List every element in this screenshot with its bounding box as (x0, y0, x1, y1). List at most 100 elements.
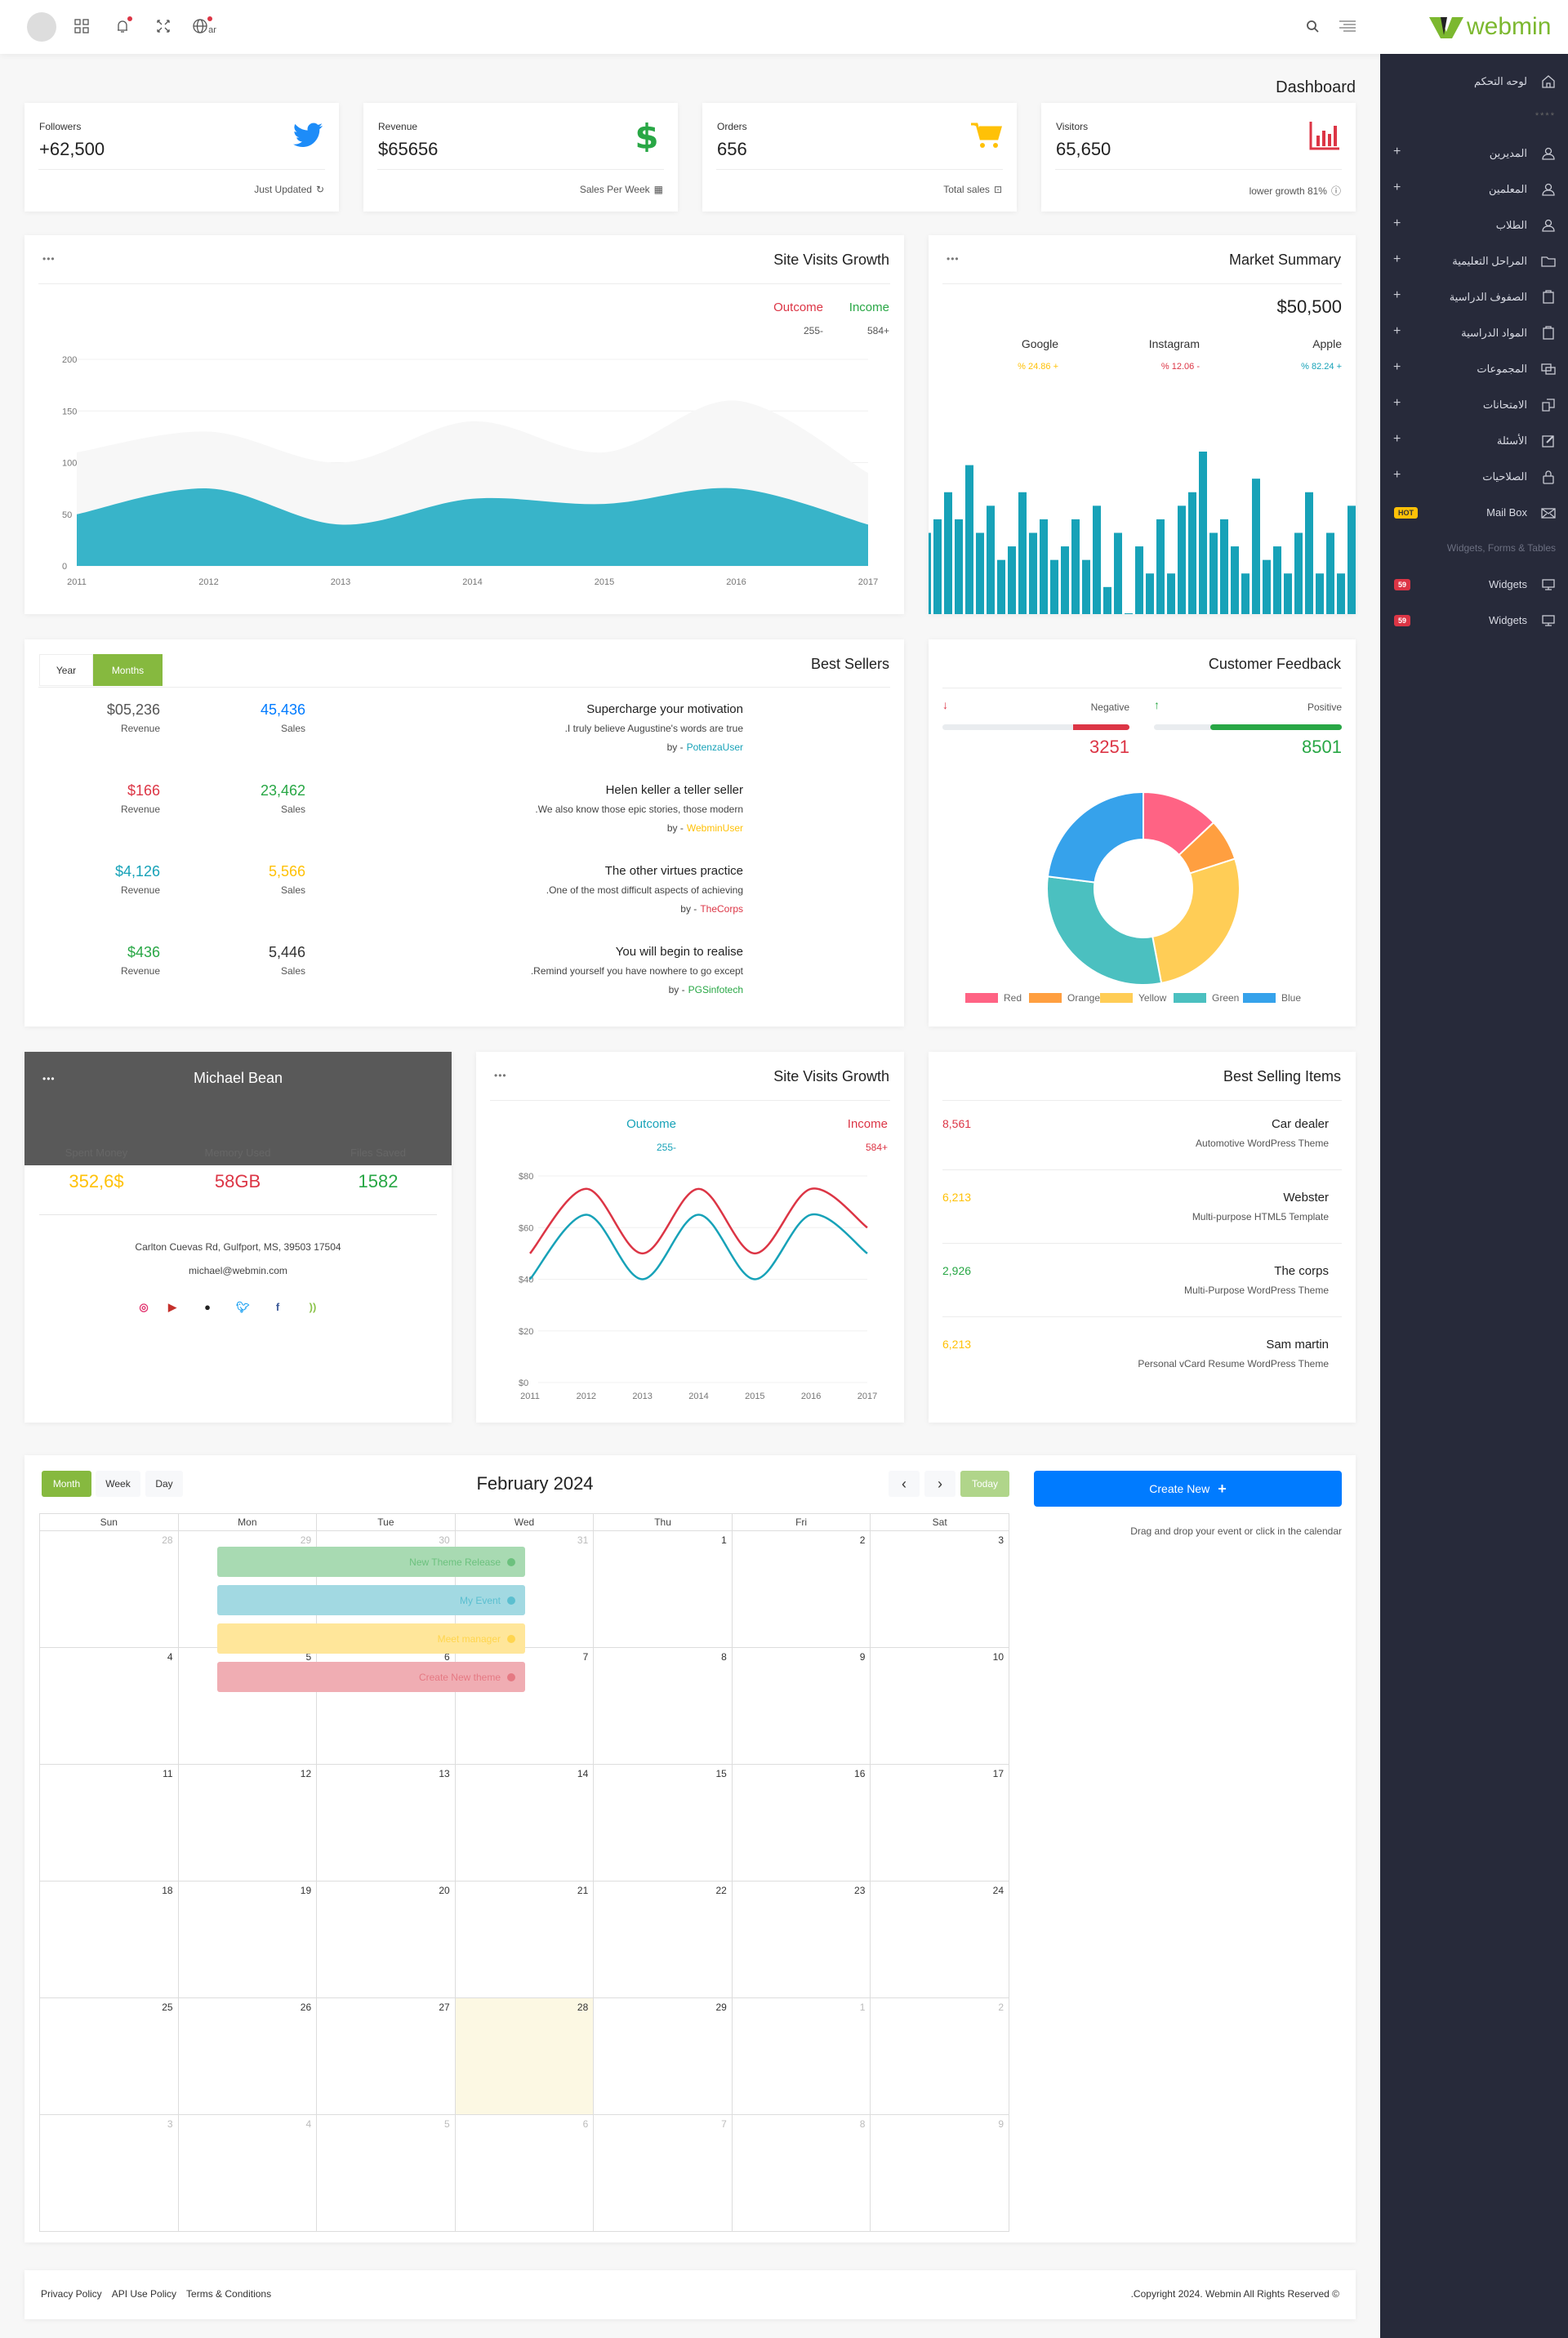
calendar-day[interactable]: 1 (731, 1997, 871, 2115)
expand-plus-icon[interactable]: + (1393, 432, 1401, 446)
item-title[interactable]: You will begin to realise (615, 945, 743, 959)
github-icon[interactable]: ● (204, 1301, 211, 1313)
item-name[interactable]: Webster (1283, 1191, 1329, 1205)
calendar-day[interactable]: 7 (593, 2114, 733, 2232)
language-switcher[interactable]: ar (189, 16, 219, 36)
author-link[interactable]: WebminUser (686, 822, 743, 834)
youtube-icon[interactable]: ▶ (168, 1301, 176, 1313)
calendar-day[interactable]: 4 (177, 2114, 318, 2232)
calendar-day[interactable]: 9 (731, 1647, 871, 1765)
calendar-day[interactable]: 10 (870, 1647, 1009, 1765)
calendar-day[interactable]: 27 (316, 1997, 456, 2115)
author-link[interactable]: TheCorps (700, 903, 743, 915)
fullscreen-icon[interactable] (154, 16, 173, 36)
calendar-day[interactable]: 19 (177, 1881, 318, 1998)
calendar-day[interactable]: 20 (316, 1881, 456, 1998)
item-title[interactable]: Helen keller a teller seller (605, 783, 743, 797)
calendar-day[interactable]: 26 (177, 1997, 318, 2115)
sidebar-item[interactable]: لوحه التحكم (1380, 69, 1568, 94)
author-link[interactable]: PotenzaUser (686, 741, 743, 753)
calendar-day[interactable]: 17 (870, 1764, 1009, 1882)
calendar-day[interactable]: 13 (316, 1764, 456, 1882)
calendar-day[interactable]: 16 (731, 1764, 871, 1882)
calendar-day[interactable]: 15 (593, 1764, 733, 1882)
calendar-day[interactable]: 28 (39, 1530, 179, 1648)
expand-plus-icon[interactable]: + (1393, 216, 1401, 230)
sidebar-item[interactable]: الصلاحيات + (1380, 465, 1568, 489)
expand-plus-icon[interactable]: + (1393, 180, 1401, 194)
instagram-icon[interactable]: ◎ (139, 1301, 149, 1313)
sidebar-item[interactable]: الطلاب + (1380, 213, 1568, 238)
sidebar-item[interactable]: المواد الدراسية + (1380, 321, 1568, 345)
sidebar-item[interactable]: المجموعات + (1380, 357, 1568, 381)
draggable-event[interactable]: My Event (217, 1585, 525, 1615)
calendar-day[interactable]: 5 (316, 2114, 456, 2232)
calendar-day[interactable]: 1 (593, 1530, 733, 1648)
expand-plus-icon[interactable]: + (1393, 145, 1401, 158)
rss-icon[interactable]: )) (309, 1301, 317, 1313)
terms-link[interactable]: Terms & Conditions (186, 2288, 272, 2300)
privacy-policy-link[interactable]: Privacy Policy (41, 2288, 102, 2300)
view-month-button[interactable]: Month (42, 1471, 91, 1497)
api-use-policy-link[interactable]: API Use Policy (111, 2288, 177, 2300)
expand-plus-icon[interactable]: + (1393, 360, 1401, 374)
profile-email[interactable]: michael@webmin.com (189, 1265, 287, 1276)
more-menu-icon[interactable]: ••• (947, 253, 960, 265)
calendar-day[interactable]: 21 (454, 1881, 595, 1998)
item-title[interactable]: The other virtues practice (604, 864, 743, 878)
calendar-day[interactable]: 25 (39, 1997, 179, 2115)
calendar-day[interactable]: 28 (454, 1997, 595, 2115)
sidebar-item[interactable]: الامتحانات + (1380, 393, 1568, 417)
today-button[interactable]: Today (960, 1471, 1009, 1497)
more-menu-icon[interactable]: ••• (42, 1073, 56, 1084)
calendar-day[interactable]: 2 (731, 1530, 871, 1648)
expand-plus-icon[interactable]: + (1393, 252, 1401, 266)
calendar-day[interactable]: 14 (454, 1764, 595, 1882)
menu-icon[interactable] (1338, 16, 1357, 36)
sidebar-item[interactable]: المعلمين + (1380, 177, 1568, 202)
sidebar-item[interactable]: الصفوف الدراسية + (1380, 285, 1568, 310)
bell-icon[interactable] (113, 16, 132, 36)
sidebar-item[interactable]: Widgets 59 (1380, 572, 1568, 597)
logo[interactable]: webmin (1428, 13, 1551, 41)
expand-plus-icon[interactable]: + (1393, 396, 1401, 410)
calendar-day[interactable]: 8 (731, 2114, 871, 2232)
tab-months[interactable]: Months (93, 654, 163, 686)
expand-plus-icon[interactable]: + (1393, 288, 1401, 302)
sidebar-item[interactable]: المديرين + (1380, 141, 1568, 166)
twitter-icon[interactable]: 🐦︎ (236, 1301, 250, 1313)
tab-year[interactable]: Year (39, 654, 93, 686)
view-week-button[interactable]: Week (96, 1471, 140, 1497)
item-title[interactable]: Supercharge your motivation (586, 702, 743, 716)
calendar-day[interactable]: 23 (731, 1881, 871, 1998)
calendar-day[interactable]: 22 (593, 1881, 733, 1998)
sidebar-item[interactable]: الأسئلة + (1380, 429, 1568, 453)
sidebar-item[interactable]: Widgets 59 (1380, 608, 1568, 633)
item-name[interactable]: Car dealer (1271, 1117, 1329, 1131)
calendar-day[interactable]: 9 (870, 2114, 1009, 2232)
calendar-day[interactable]: 3 (39, 2114, 179, 2232)
calendar-day[interactable]: 29 (593, 1997, 733, 2115)
draggable-event[interactable]: New Theme Release (217, 1547, 525, 1577)
expand-plus-icon[interactable]: + (1393, 324, 1401, 338)
apps-icon[interactable] (72, 16, 91, 36)
calendar-day[interactable]: 4 (39, 1647, 179, 1765)
calendar-day[interactable]: 11 (39, 1764, 179, 1882)
calendar-day[interactable]: 3 (870, 1530, 1009, 1648)
search-icon[interactable] (1303, 16, 1322, 36)
calendar-day[interactable]: 18 (39, 1881, 179, 1998)
calendar-day[interactable]: 6 (454, 2114, 595, 2232)
calendar-day[interactable]: 24 (870, 1881, 1009, 1998)
author-link[interactable]: PGSinfotech (688, 984, 743, 995)
calendar-day[interactable]: 2 (870, 1997, 1009, 2115)
next-month-button[interactable]: › (924, 1471, 956, 1497)
sidebar-item[interactable]: Mail Box HOT (1380, 501, 1568, 525)
more-menu-icon[interactable]: ••• (494, 1070, 507, 1081)
prev-month-button[interactable]: ‹ (889, 1471, 920, 1497)
view-day-button[interactable]: Day (145, 1471, 183, 1497)
sidebar-item[interactable]: المراحل التعليمية + (1380, 249, 1568, 274)
facebook-icon[interactable]: f (275, 1301, 280, 1313)
create-new-button[interactable]: Create New + (1034, 1471, 1342, 1507)
item-name[interactable]: The corps (1274, 1264, 1329, 1278)
calendar-day[interactable]: 8 (593, 1647, 733, 1765)
